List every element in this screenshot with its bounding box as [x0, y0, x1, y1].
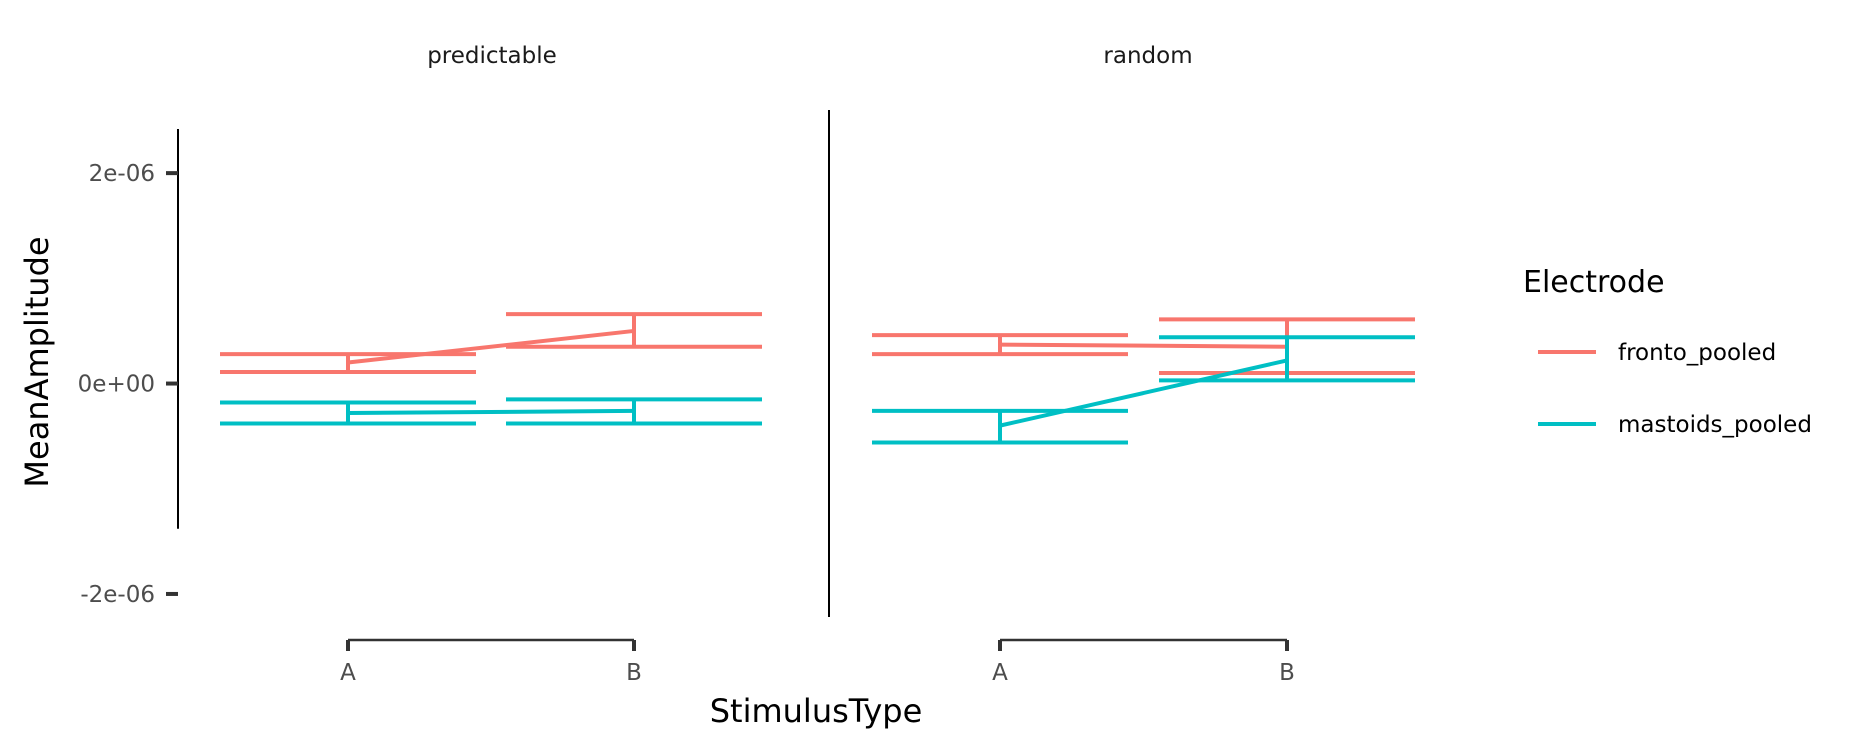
y-tick-label: 0e+00	[78, 372, 155, 398]
mean-line	[347, 408, 635, 415]
x-axis-title: StimulusType	[710, 692, 923, 730]
facet-strip-label: random	[1103, 43, 1192, 69]
x-tick-label: A	[992, 660, 1008, 686]
y-tick-label: 2e-06	[89, 161, 155, 187]
x-tick-label: A	[340, 660, 356, 686]
legend-label-mastoids_pooled: mastoids_pooled	[1618, 412, 1812, 438]
series-group-fronto_pooled	[220, 312, 762, 374]
y-axis-title: MeanAmplitude	[18, 236, 56, 487]
y-tick-label: -2e-06	[80, 582, 155, 608]
legend-title: Electrode	[1523, 265, 1665, 300]
facet-strip-label: predictable	[427, 43, 557, 69]
legend-label-fronto_pooled: fronto_pooled	[1618, 340, 1776, 366]
series-group-mastoids_pooled	[220, 397, 762, 426]
mean-line	[347, 328, 635, 365]
series-group-mastoids_pooled	[872, 335, 1415, 445]
legend: Electrode fronto_pooled mastoids_pooled	[1523, 265, 1812, 438]
x-tick-label: B	[626, 660, 642, 686]
mean-line	[999, 342, 1288, 349]
series-group-fronto_pooled	[872, 317, 1415, 376]
mean-line	[999, 358, 1288, 428]
x-tick-label: B	[1279, 660, 1295, 686]
